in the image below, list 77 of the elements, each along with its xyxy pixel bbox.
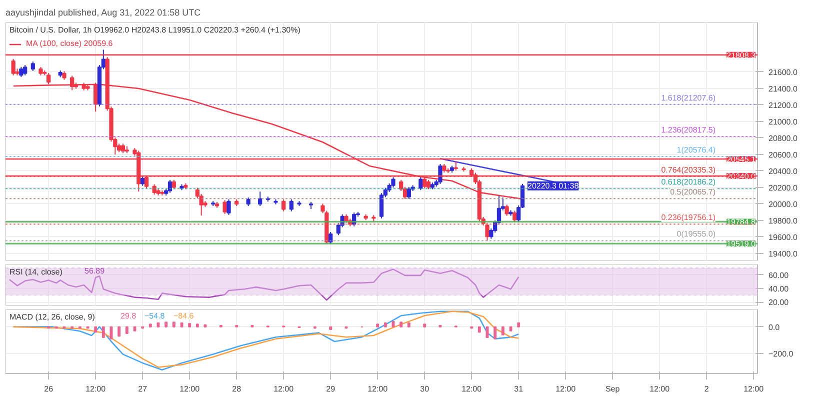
candlestick	[140, 176, 145, 186]
candlestick	[168, 179, 172, 194]
text: −54.8	[144, 312, 166, 320]
candlestick	[258, 191, 262, 207]
x-tick-label: 26	[44, 384, 54, 394]
y-tick-label: −200.0	[768, 350, 794, 358]
chart-title: RSI (14, close)	[10, 268, 63, 276]
y-tick-label: 21000.0	[768, 117, 798, 126]
y-tick-label: 20600.0	[768, 150, 798, 160]
candlestick	[19, 66, 24, 78]
x-tick-label: 12:00	[368, 384, 388, 394]
candlestick	[172, 179, 176, 190]
x-tick-label: Sep	[605, 384, 620, 394]
y-tick-label: 20800.0	[768, 134, 798, 143]
ref-line-label: 19519.0	[726, 240, 756, 249]
candlestick	[120, 143, 126, 154]
y-tick-label: 19800.0	[768, 216, 798, 226]
series-label: 29.8	[120, 312, 137, 320]
y-tick-label: 21600.0	[768, 68, 798, 77]
candlestick	[282, 198, 286, 212]
ref-line-label: 0.236(19756.1)	[661, 213, 716, 222]
candlestick	[226, 198, 231, 216]
chart-title: aayushjindal published, Aug 31, 2022 01:58 UTC	[6, 8, 202, 18]
y-tick-label: 20400.0	[768, 166, 798, 176]
text: MACD (12, 26, close, 9)	[10, 312, 96, 322]
y-tick-label: 0.0	[768, 322, 780, 332]
ref-line-label: 0.618(20186.2)	[661, 178, 716, 187]
ref-line-label: 1.236(20817.5)	[661, 126, 716, 135]
x-tick-label: 2	[704, 384, 710, 394]
x-tick-label: 29	[326, 384, 336, 394]
text: −84.6	[174, 312, 194, 320]
x-tick-label: 12:00	[556, 384, 576, 394]
y-tick-label: 19600.0	[768, 232, 798, 242]
x-tick-label: 28	[232, 384, 242, 394]
x-tick-label: 31	[514, 384, 524, 394]
candlestick	[426, 179, 431, 190]
ref-line-label: 0.764(20335.3)	[661, 165, 716, 174]
candlestick	[504, 204, 509, 216]
ref-line-label: 0.5(20065.7)	[670, 188, 716, 197]
x-tick-label: 12:00	[744, 384, 764, 394]
x-tick-label: 12:00	[274, 384, 294, 394]
candlestick	[512, 210, 517, 222]
y-tick-label: 19400.0	[768, 249, 798, 258]
annotation: 20220.3 01:38	[528, 181, 580, 190]
candlestick	[406, 186, 411, 200]
ref-line-label: 21808.3	[726, 50, 756, 60]
line-series	[8, 268, 520, 301]
candlestick	[438, 163, 442, 184]
y-tick-label: 21200.0	[768, 100, 798, 110]
x-tick-label: 12:00	[86, 384, 106, 394]
y-tick-label: 20.00	[768, 298, 790, 308]
x-tick-label: 12:00	[180, 384, 200, 394]
x-tick-label: 27	[138, 384, 148, 394]
candlestick	[289, 198, 294, 212]
candlestick	[30, 61, 35, 72]
x-tick-label: 12:00	[650, 384, 670, 394]
series-label: 56.89	[84, 266, 106, 276]
y-tick-label: 60.00	[768, 270, 790, 280]
candlestick	[391, 176, 396, 188]
candlestick	[418, 176, 423, 191]
candlestick	[23, 64, 28, 76]
ref-line-label: 19784.8	[726, 218, 756, 227]
ref-line-label: 0(19555.0)	[676, 230, 716, 239]
ref-line-label: 20545.1	[726, 155, 756, 164]
candlestick	[11, 58, 16, 76]
ref-line-label: 1.618(21207.6)	[661, 93, 716, 102]
y-tick-label: 40.00	[768, 284, 790, 294]
ref-line-label: 20340.0	[726, 172, 756, 181]
y-tick-label: 20000.0	[768, 200, 798, 209]
chart-subtitle: Bitcoin / U.S. Dollar, 1h O19962.0 H20243.8 L19951.0 C20220.3 +260.4 (+1.30%)	[10, 26, 301, 34]
y-tick-label: 21400.0	[768, 84, 798, 94]
ref-line-label: 1(20576.4)	[676, 145, 716, 154]
x-tick-label: 12:00	[462, 384, 482, 394]
x-tick-label: 30	[420, 384, 430, 394]
legend-label: MA (100, close) 20059.6	[26, 39, 113, 48]
candlestick	[328, 231, 333, 244]
y-tick-label: 20200.0	[768, 183, 798, 192]
